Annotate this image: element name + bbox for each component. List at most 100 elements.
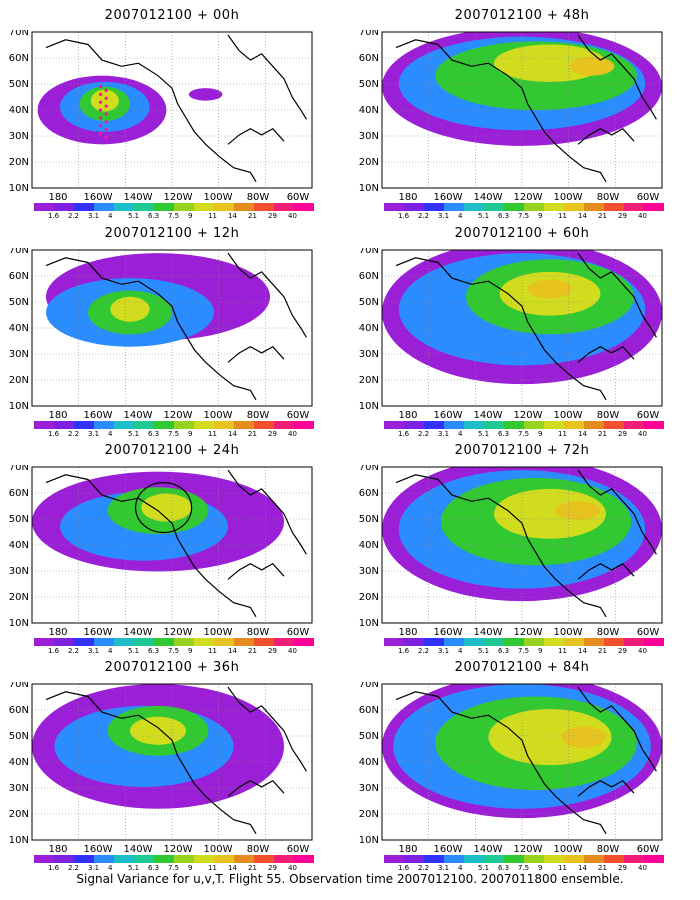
colorbar-label: 6.3 <box>148 212 160 220</box>
latitude-label: 10N <box>359 618 379 629</box>
variance-map: 70N 60N 50N 40N 30N 20N 10N 180 160W 140W 120W 100W… <box>9 30 313 202</box>
flight-track-point <box>104 112 108 116</box>
latitude-label: 10N <box>359 183 379 194</box>
colorbar-label: 14 <box>578 430 587 438</box>
latitude-label: 20N <box>9 592 29 603</box>
colorbar-swatch <box>274 203 294 211</box>
longitude-label: 120W <box>514 192 543 202</box>
colorbar <box>384 203 664 211</box>
colorbar-swatch <box>404 421 424 429</box>
colorbar-swatch <box>174 855 194 863</box>
colorbar-swatch <box>254 638 274 646</box>
colorbar-label: 14 <box>578 864 587 872</box>
latitude-label: 20N <box>9 375 29 386</box>
map-frame <box>381 466 663 624</box>
colorbar-swatch <box>34 421 54 429</box>
longitude-label: 80W <box>247 410 270 420</box>
colorbar-label: 7.5 <box>518 647 530 655</box>
longitude-label: 180 <box>398 192 417 202</box>
flight-track-point <box>104 135 108 139</box>
colorbar-swatch <box>194 855 214 863</box>
latitude-label: 50N <box>9 514 29 525</box>
longitude-label: 160W <box>84 844 113 854</box>
contour-region <box>555 501 601 521</box>
longitude-label: 80W <box>247 627 270 637</box>
colorbar-swatch <box>584 855 604 863</box>
flight-track-point <box>104 104 108 108</box>
longitude-label: 140W <box>474 627 503 637</box>
coastline <box>227 686 307 772</box>
longitude-label: 140W <box>474 192 503 202</box>
coastline <box>227 779 285 797</box>
colorbar-swatch <box>254 203 274 211</box>
latitude-label: 70N <box>9 248 29 256</box>
colorbar-label: 2.2 <box>68 647 80 655</box>
colorbar-swatch <box>424 421 444 429</box>
latitude-label: 10N <box>359 835 379 846</box>
colorbar-label: 29 <box>618 864 627 872</box>
colorbar-label: 11 <box>558 212 567 220</box>
variance-map: 70N 60N 50N 40N 30N 20N 10N 180 160W 140W 120W 100W… <box>359 248 663 420</box>
coastline <box>227 469 307 555</box>
map-panel: 2007012100 + 60h 70N 60N 50N 40N 30N 20N 10N 180… <box>350 226 670 438</box>
longitude-label: 180 <box>48 627 67 637</box>
colorbar-label: 5.1 <box>478 212 490 220</box>
colorbar-swatch <box>544 421 564 429</box>
colorbar-label: 14 <box>578 647 587 655</box>
colorbar-label: 4 <box>458 647 463 655</box>
latitude-label: 30N <box>359 566 379 577</box>
colorbar-swatch <box>624 638 644 646</box>
panel-title: 2007012100 + 60h <box>454 226 590 241</box>
colorbar-swatch <box>444 638 464 646</box>
longitude-label: 180 <box>398 627 417 637</box>
panel-title: 2007012100 + 84h <box>454 660 590 675</box>
colorbar-label: 9 <box>188 212 193 220</box>
latitude-label: 50N <box>9 79 29 90</box>
colorbar-swatch <box>464 638 484 646</box>
latitude-label: 40N <box>359 540 379 551</box>
colorbar-swatch <box>234 421 254 429</box>
colorbar-label: 9 <box>188 647 193 655</box>
latitude-label: 40N <box>9 323 29 334</box>
map-panel: 2007012100 + 84h 70N 60N 50N 40N 30N 20N 10N 180… <box>350 660 670 872</box>
colorbar-swatch <box>34 638 54 646</box>
colorbar-label: 29 <box>618 212 627 220</box>
colorbar-swatch <box>504 638 524 646</box>
colorbar-label: 4 <box>108 212 113 220</box>
latitude-label: 50N <box>9 297 29 308</box>
colorbar-label: 21 <box>248 864 257 872</box>
colorbar-label: 11 <box>208 647 217 655</box>
colorbar-label: 6.3 <box>498 647 510 655</box>
colorbar-swatch <box>404 638 424 646</box>
colorbar-swatch <box>524 421 544 429</box>
colorbar-label: 14 <box>228 212 237 220</box>
longitude-label: 120W <box>164 192 193 202</box>
colorbar-swatch <box>484 855 504 863</box>
colorbar-label: 4 <box>458 430 463 438</box>
colorbar-label: 21 <box>598 430 607 438</box>
longitude-label: 140W <box>124 627 153 637</box>
colorbar-swatch <box>384 638 404 646</box>
latitude-label: 50N <box>359 79 379 90</box>
panel-title: 2007012100 + 36h <box>104 660 240 675</box>
latitude-label: 30N <box>9 349 29 360</box>
colorbar-label: 2.2 <box>418 647 430 655</box>
longitude-label: 180 <box>48 410 67 420</box>
contour-region <box>527 279 573 299</box>
colorbar-label: 6.3 <box>148 647 160 655</box>
colorbar-labels: 1.6 2.2 3.1 4 5.1 6.3 7.5 9 11 14 21 29 40 <box>34 212 314 222</box>
colorbar-swatch <box>34 855 54 863</box>
latitude-label: 30N <box>359 131 379 142</box>
flight-track-point <box>99 116 103 120</box>
colorbar-swatch <box>544 638 564 646</box>
colorbar-label: 14 <box>228 864 237 872</box>
variance-map: 70N 60N 50N 40N 30N 20N 10N 180 160W 140W 120W 100W… <box>9 465 313 637</box>
latitude-label: 60N <box>359 705 379 716</box>
colorbar-label: 9 <box>538 212 543 220</box>
colorbar-swatch <box>644 421 664 429</box>
longitude-label: 80W <box>597 627 620 637</box>
colorbar-label: 40 <box>638 864 647 872</box>
coastline <box>577 779 635 797</box>
longitude-label: 160W <box>84 627 113 637</box>
latitude-label: 70N <box>359 465 379 473</box>
